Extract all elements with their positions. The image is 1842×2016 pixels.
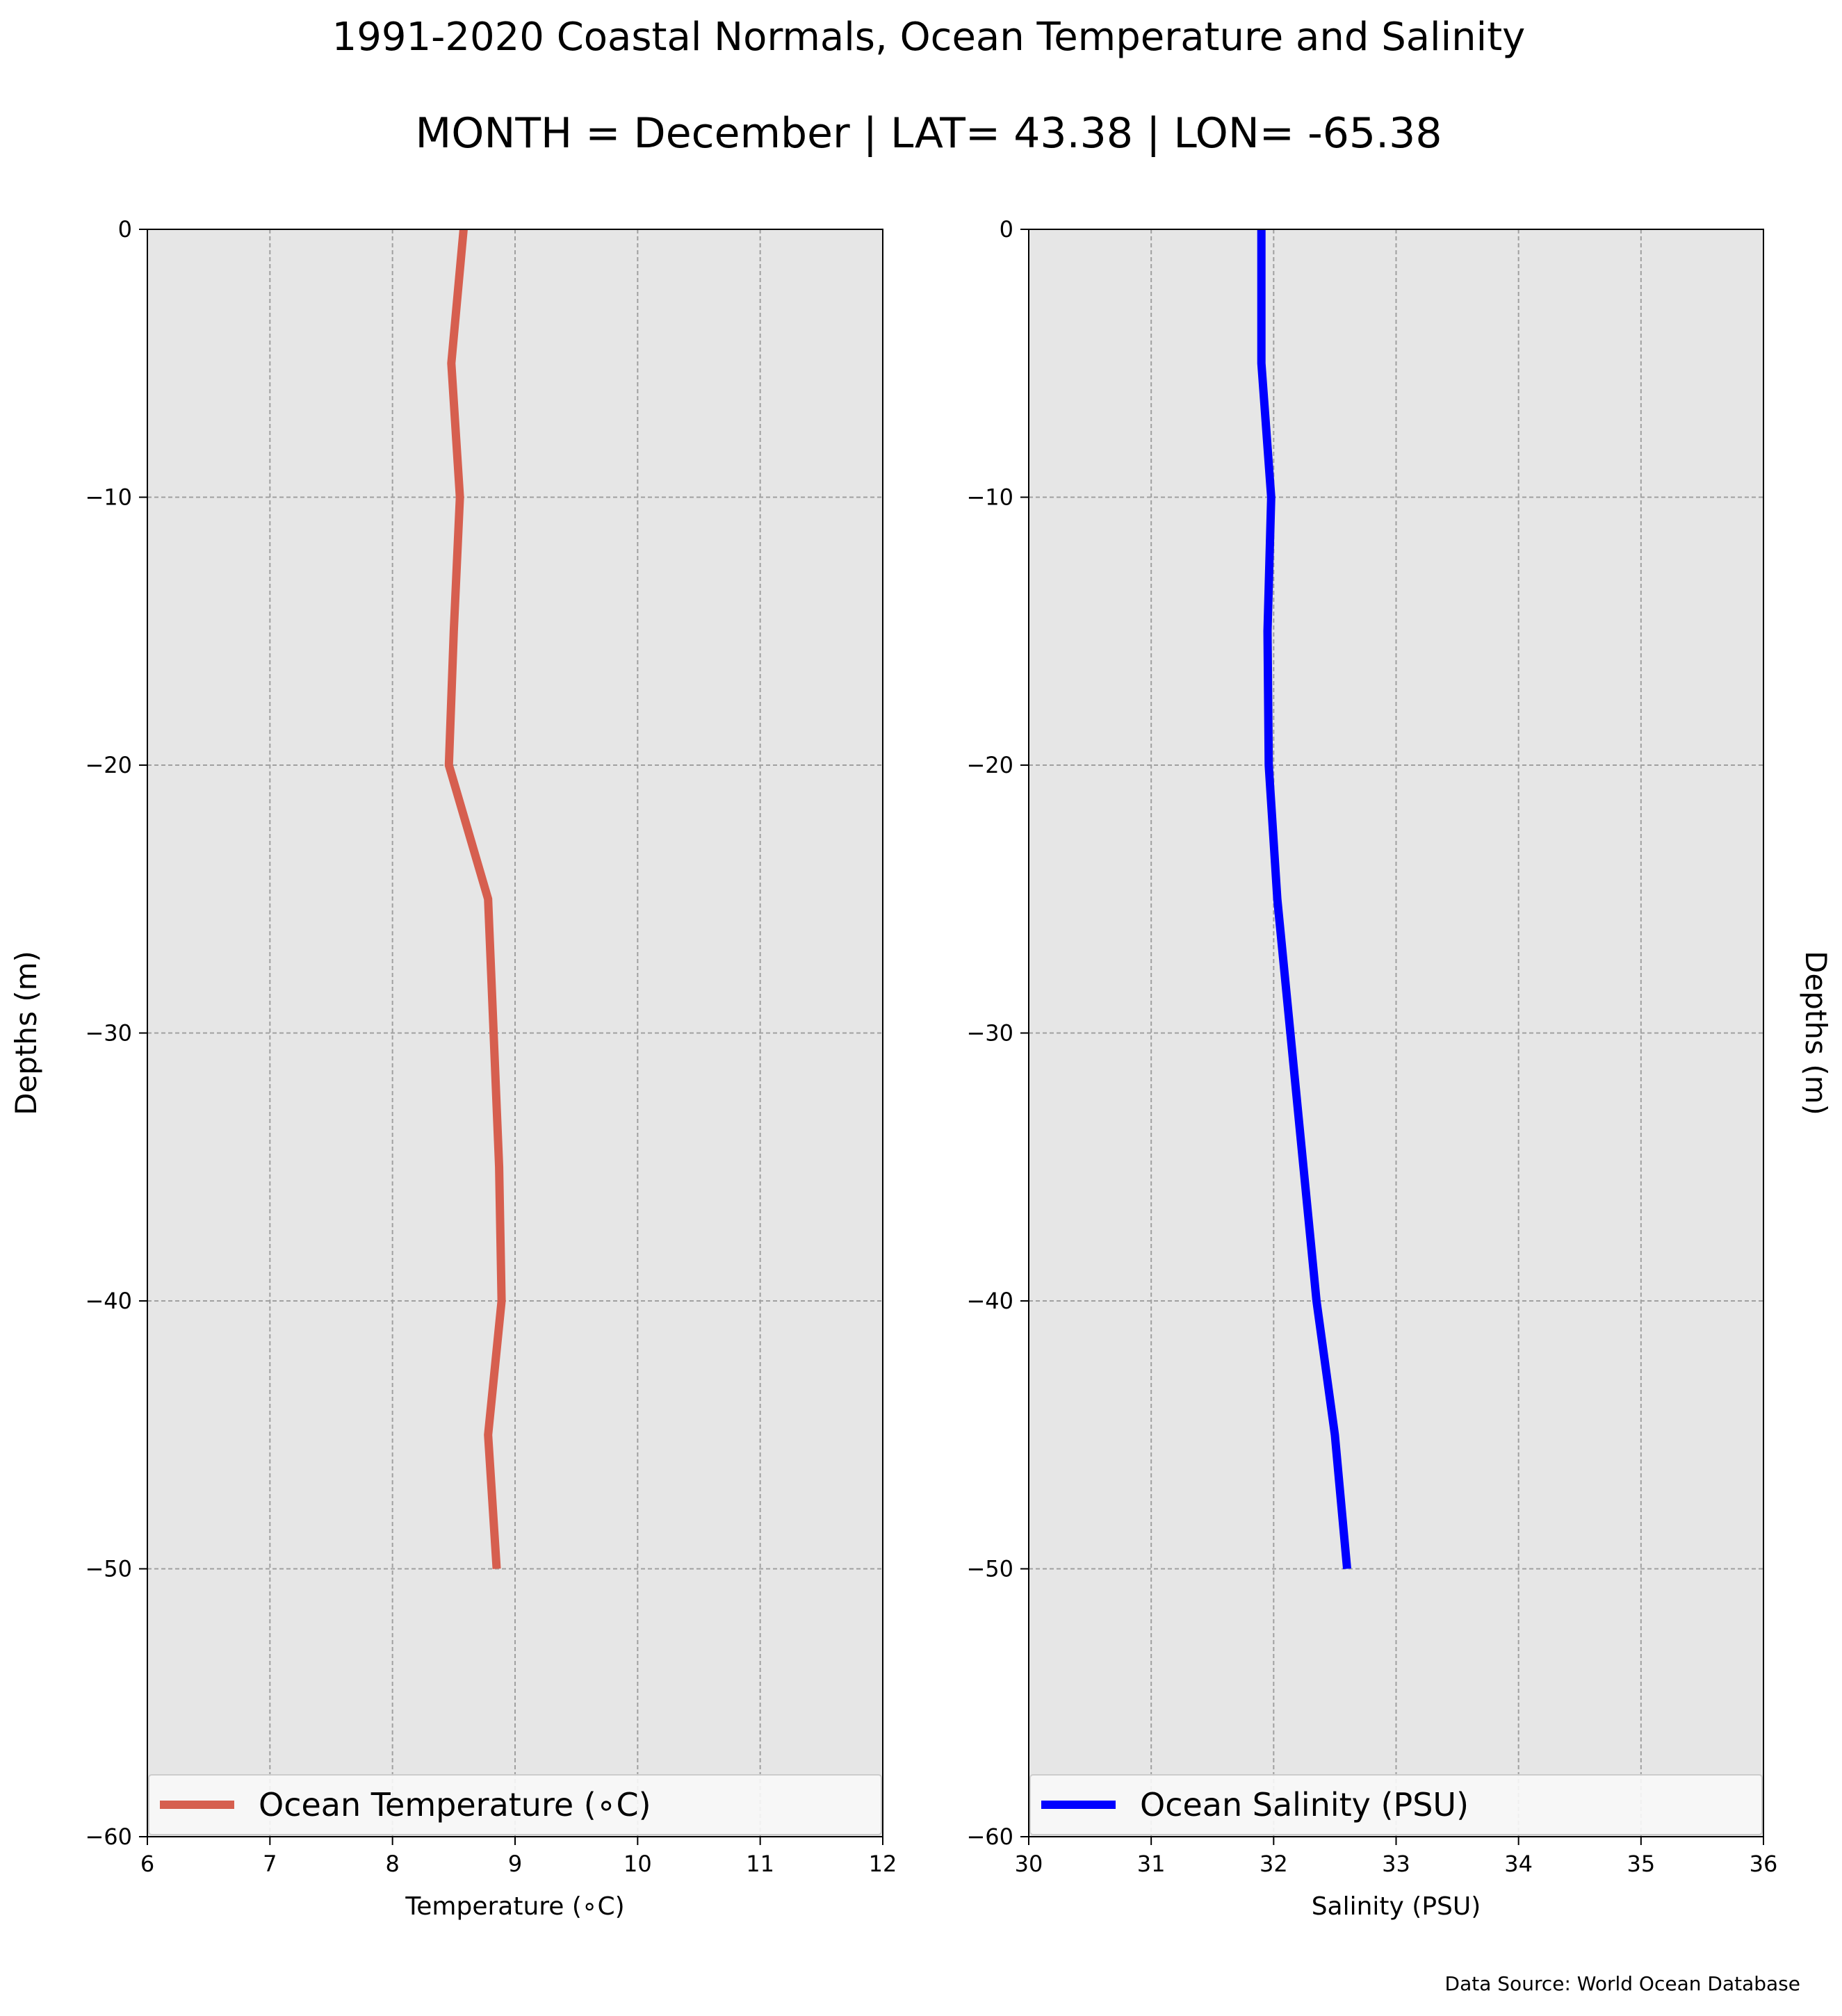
x-tick-label: 8	[385, 1851, 399, 1877]
x-axis-label: Temperature (∘C)	[405, 1892, 624, 1921]
y-tick-label: −30	[966, 1020, 1013, 1047]
legend: Ocean Salinity (PSU)	[1029, 1774, 1763, 1835]
x-tick-label: 33	[1382, 1851, 1410, 1877]
y-tick-label: −60	[85, 1824, 132, 1850]
x-tick-label: 31	[1137, 1851, 1166, 1877]
y-tick-label: −10	[966, 484, 1013, 511]
y-tick-label: −20	[966, 752, 1013, 778]
x-tick-label: 35	[1627, 1851, 1655, 1877]
x-tick-label: 32	[1260, 1851, 1288, 1877]
y-tick-label: 0	[1000, 216, 1013, 243]
x-tick-label: 11	[746, 1851, 774, 1877]
legend-label: Ocean Temperature (∘C)	[259, 1786, 651, 1824]
y-tick-label: −40	[966, 1288, 1013, 1314]
x-tick-label: 34	[1504, 1851, 1533, 1877]
y-tick-label: −20	[85, 752, 132, 778]
legend: Ocean Temperature (∘C)	[148, 1774, 882, 1835]
temperature-panel: 6 7 8 9 10 11 12 −60 −50 −40 −30 −20 −10 0 Ocean Tempe…	[9, 216, 897, 1921]
x-tick-label: 36	[1750, 1851, 1778, 1877]
y-tick-label: −10	[85, 484, 132, 511]
legend-box	[1029, 1774, 1763, 1835]
legend-label: Ocean Salinity (PSU)	[1140, 1786, 1469, 1824]
series-line	[444, 229, 506, 1569]
salinity-panel: 30 31 32 33 34 35 36 −60 −50 −40 −30 −20 −10 0 Ocean S…	[966, 216, 1833, 1921]
y-axis-label: Depths (m)	[1799, 951, 1833, 1115]
plot-area	[1029, 229, 1763, 1837]
axes-frame	[147, 229, 883, 1837]
series-line	[1257, 229, 1352, 1570]
y-tick-label: −50	[85, 1556, 132, 1582]
x-tick-label: 10	[623, 1851, 652, 1877]
x-tick-label: 12	[869, 1851, 897, 1877]
y-axis-label: Depths (m)	[9, 951, 43, 1115]
chart-subtitle: MONTH = December | LAT= 43.38 | LON= -65…	[415, 109, 1442, 158]
x-tick-label: 7	[263, 1851, 277, 1877]
x-tick-label: 30	[1015, 1851, 1043, 1877]
chart-title: 1991-2020 Coastal Normals, Ocean Tempera…	[332, 15, 1526, 60]
y-tick-label: 0	[118, 216, 132, 243]
y-tick-label: −60	[966, 1824, 1013, 1850]
x-tick-label: 6	[140, 1851, 154, 1877]
x-axis-label: Salinity (PSU)	[1312, 1892, 1481, 1921]
data-source-note: Data Source: World Ocean Database	[1445, 1972, 1800, 1995]
legend-box	[148, 1774, 882, 1835]
x-tick-label: 9	[508, 1851, 522, 1877]
y-tick-label: −50	[966, 1556, 1013, 1582]
plot-area	[147, 229, 883, 1837]
y-tick-label: −30	[85, 1020, 132, 1047]
axes-frame	[1028, 229, 1764, 1837]
y-tick-label: −40	[85, 1288, 132, 1314]
